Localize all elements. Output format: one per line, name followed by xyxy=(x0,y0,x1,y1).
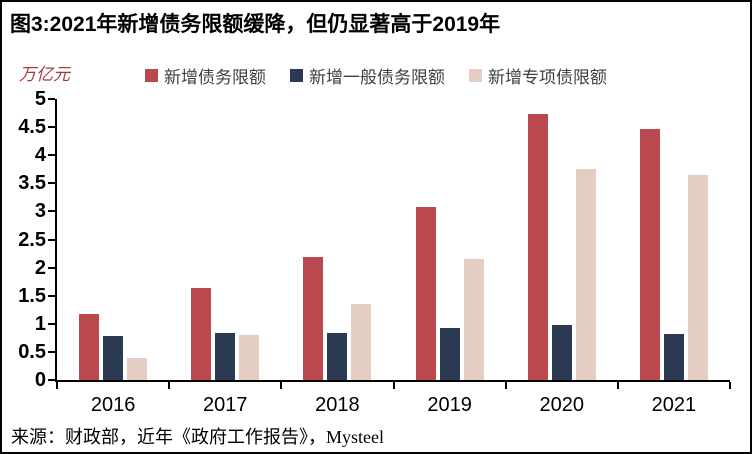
bar-2021-series2 xyxy=(664,334,684,380)
chart-legend: 新增债务限额 新增一般债务限额 新增专项债限额 xyxy=(2,63,750,88)
bar-2016-series2 xyxy=(103,336,123,380)
bar-2018-series3 xyxy=(351,304,371,380)
x-axis xyxy=(55,380,730,382)
y-tick-mark xyxy=(48,379,55,381)
x-tick-mark xyxy=(280,382,283,389)
y-tick-mark xyxy=(48,350,55,353)
x-tick-label: 2021 xyxy=(651,394,697,416)
bar-2020-series1 xyxy=(528,114,548,380)
y-axis-unit-label: 万亿元 xyxy=(19,65,70,84)
x-tick-mark xyxy=(504,382,507,389)
legend-swatch-icon xyxy=(145,68,158,82)
y-tick-mark xyxy=(48,266,55,269)
bar-2019-series2 xyxy=(440,328,460,380)
bar-2021-series3 xyxy=(688,175,708,380)
bar-2018-series1 xyxy=(303,257,323,380)
bar-2017-series2 xyxy=(215,333,235,380)
legend-swatch-icon xyxy=(469,68,482,82)
legend-label: 新增债务限额 xyxy=(164,67,266,87)
bar-2016-series1 xyxy=(79,314,99,380)
y-tick-mark xyxy=(48,322,55,325)
legend-item-0: 新增债务限额 xyxy=(145,63,266,88)
y-tick-label: 3.5 xyxy=(18,172,46,195)
x-tick-label: 2016 xyxy=(90,394,136,416)
y-tick-label: 3 xyxy=(34,200,46,223)
bar-2017-series1 xyxy=(191,288,211,380)
x-tick-mark xyxy=(168,382,171,389)
legend-label: 新增一般债务限额 xyxy=(309,67,445,87)
y-tick-label: 1 xyxy=(34,312,46,335)
x-tick-mark xyxy=(392,382,395,389)
x-tick-label: 2017 xyxy=(203,394,248,416)
y-tick-label: 5 xyxy=(34,88,46,110)
bar-2020-series3 xyxy=(576,169,596,380)
x-tick-label: 2020 xyxy=(539,394,585,416)
bar-2021-series1 xyxy=(640,129,660,380)
x-tick-mark xyxy=(729,382,731,389)
legend-swatch-icon xyxy=(290,68,303,82)
y-tick-mark xyxy=(48,154,55,157)
y-tick-mark xyxy=(48,98,55,100)
bar-2018-series2 xyxy=(327,333,347,380)
y-tick-mark xyxy=(48,126,55,129)
y-tick-mark xyxy=(48,210,55,213)
bar-2019-series3 xyxy=(464,259,484,380)
y-tick-mark xyxy=(48,238,55,241)
y-axis xyxy=(55,99,57,382)
bar-2019-series1 xyxy=(416,207,436,380)
bar-2016-series3 xyxy=(127,358,147,380)
y-tick-label: 0.5 xyxy=(18,340,46,363)
y-tick-label: 4 xyxy=(34,144,46,167)
y-tick-label: 1.5 xyxy=(18,284,46,307)
y-tick-mark xyxy=(48,182,55,185)
x-tick-mark xyxy=(56,382,58,389)
bar-2020-series2 xyxy=(552,325,572,380)
y-tick-label: 2 xyxy=(34,256,46,279)
y-tick-mark xyxy=(48,294,55,297)
figure-title: 图3:2021年新增债务限额缓降，但仍显著高于2019年 xyxy=(10,13,501,36)
x-tick-label: 2019 xyxy=(427,394,472,416)
y-tick-label: 2.5 xyxy=(18,228,46,251)
legend-item-2: 新增专项债限额 xyxy=(469,63,607,88)
y-tick-label: 0 xyxy=(34,369,46,391)
y-tick-label: 4.5 xyxy=(18,116,46,139)
x-tick-mark xyxy=(616,382,619,389)
legend-label: 新增专项债限额 xyxy=(488,67,607,87)
source-note: 来源：财政部，近年《政府工作报告》，Mysteel xyxy=(11,427,384,447)
bar-2017-series3 xyxy=(239,335,259,380)
legend-item-1: 新增一般债务限额 xyxy=(290,63,445,88)
x-tick-label: 2018 xyxy=(315,394,360,416)
